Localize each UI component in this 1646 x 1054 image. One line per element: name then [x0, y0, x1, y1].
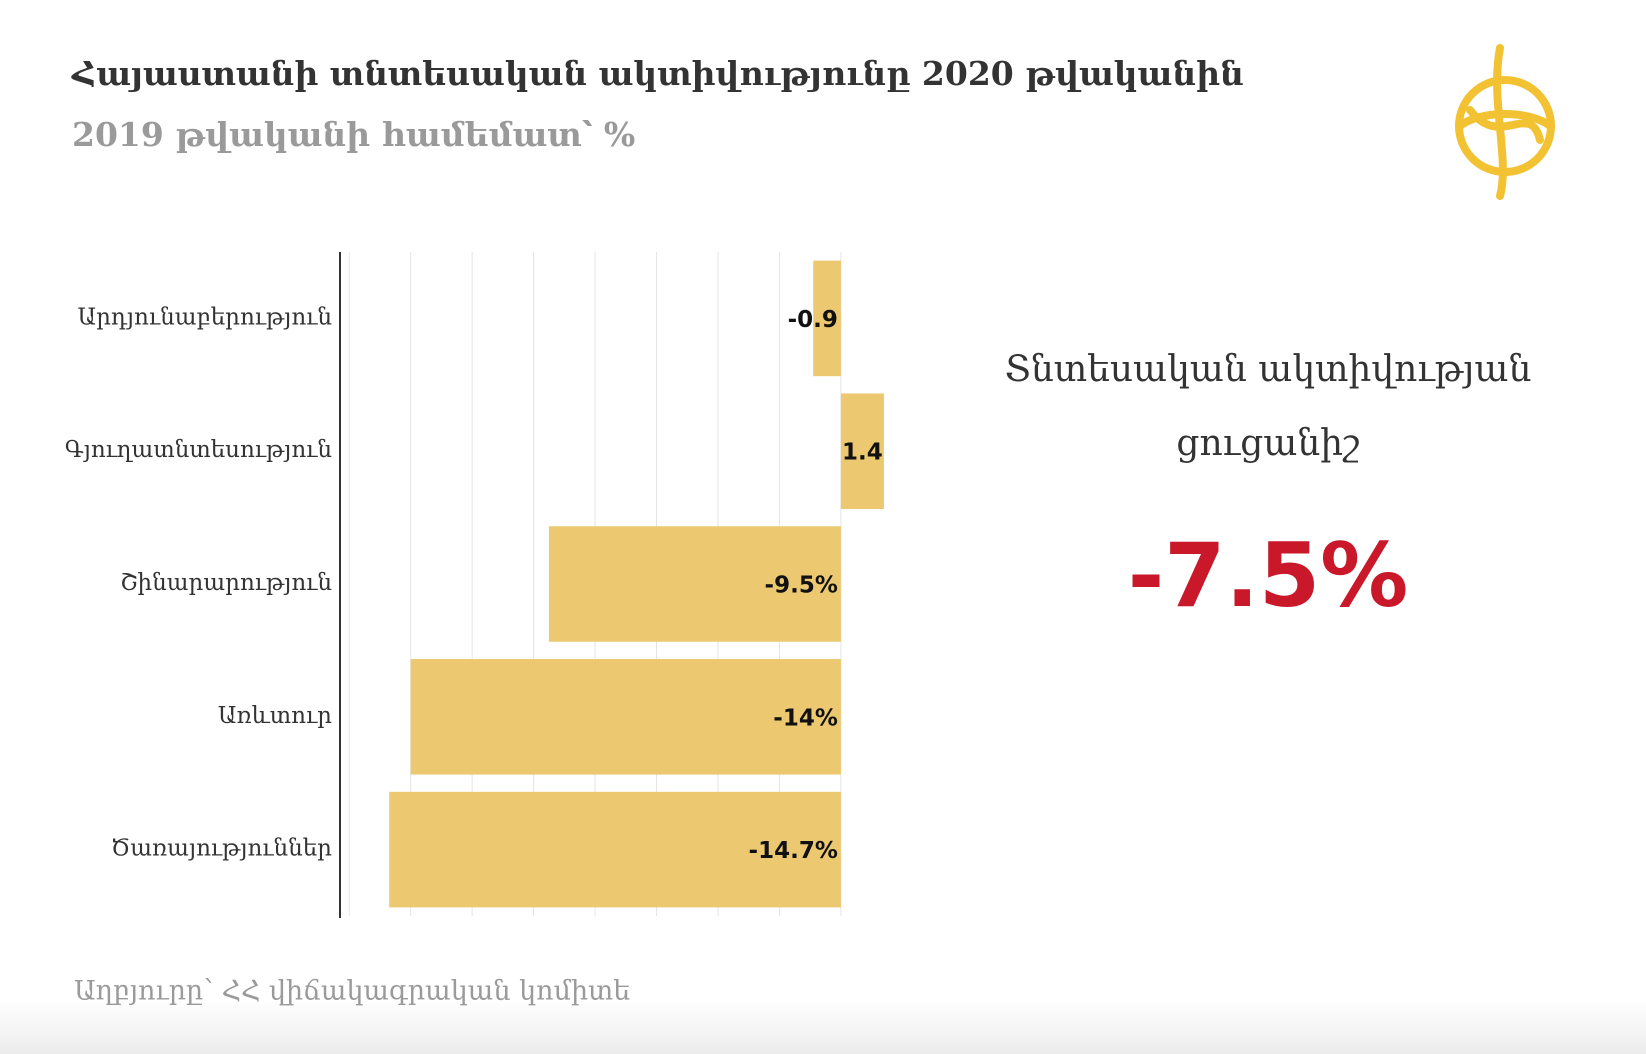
- bar: [840, 393, 884, 509]
- annotation-label: Տնտեսական ակտիվության ցուցանիշ: [1005, 349, 1532, 464]
- value-label: 1.4: [842, 440, 883, 466]
- source: Աղբյուրը՝ ՀՀ վիճակագրական կոմիտե: [74, 976, 630, 1007]
- value-label: -9.5%: [765, 573, 838, 599]
- chart-title: Հայաստանի տնտեսական ակտիվությունը 2020 թ…: [71, 54, 1244, 93]
- value-label: -0.9: [788, 307, 838, 333]
- y-tick-label: Գյուղատնտեսություն: [65, 437, 332, 463]
- annotation-value: -7.5%: [1128, 524, 1409, 627]
- chart-subtitle: 2019 թվականի համեմատ՝ %: [72, 115, 635, 154]
- bar: [548, 526, 841, 642]
- value-label: -14%: [773, 705, 838, 731]
- y-tick-label: Արդյունաբերություն: [78, 304, 333, 330]
- y-tick-label: Ծառայություններ: [111, 836, 332, 862]
- value-label: -14.7%: [749, 838, 838, 864]
- logo: [1455, 44, 1555, 200]
- y-tick-label: Առևտուր: [218, 703, 332, 729]
- bar: [389, 791, 841, 908]
- footer-shade: [0, 1000, 1646, 1054]
- bar: [410, 659, 841, 775]
- y-tick-label: Շինարարություն: [120, 570, 332, 596]
- bar: [813, 260, 841, 377]
